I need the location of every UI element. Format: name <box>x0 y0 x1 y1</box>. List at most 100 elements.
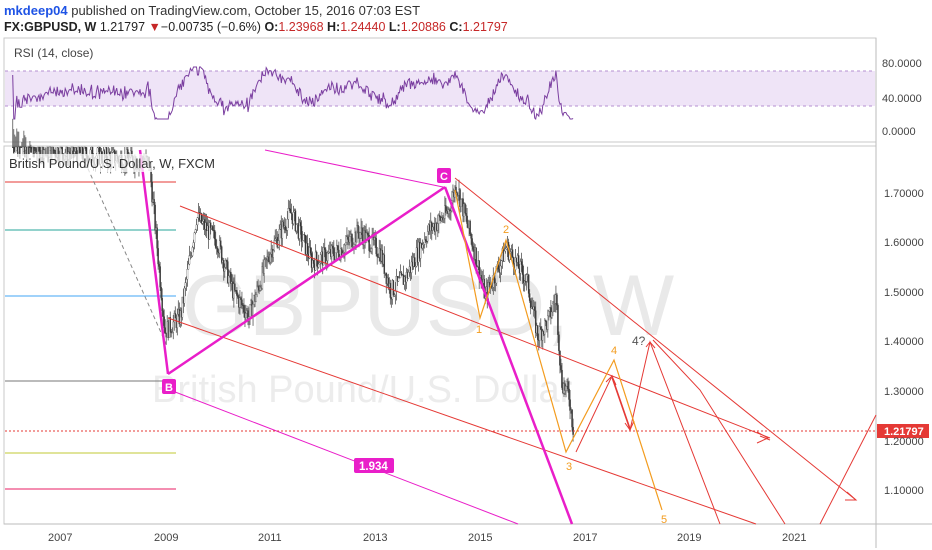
candle-body <box>332 245 334 249</box>
candle-body <box>375 238 377 255</box>
candle-body <box>450 210 452 212</box>
candle-body <box>414 266 417 268</box>
candle-body <box>421 244 424 249</box>
candle-body <box>559 350 561 366</box>
candle-body <box>537 325 539 340</box>
candle-body <box>540 326 542 330</box>
symbol-label: FX:GBPUSD, W <box>4 20 97 34</box>
projection-red-3 <box>819 414 877 525</box>
candle-body <box>545 320 547 322</box>
candle-body <box>233 283 235 299</box>
candle-body <box>225 260 227 268</box>
candle-body <box>359 232 361 239</box>
projection-red-0 <box>575 374 631 453</box>
candle-body <box>374 237 376 239</box>
fib-badge <box>354 458 394 473</box>
candle-body <box>185 279 188 283</box>
rsi-tick: 0.0000 <box>882 126 916 138</box>
candle-body <box>533 306 536 311</box>
candle-body <box>365 232 367 243</box>
candle-body <box>552 303 554 313</box>
candle-body <box>192 242 195 248</box>
candle-body <box>346 236 348 243</box>
candle-body <box>256 285 258 295</box>
candle-body <box>430 222 433 231</box>
candle-body <box>400 272 403 275</box>
candle-body <box>460 199 462 208</box>
projection-red-1 <box>611 340 721 525</box>
candle-body <box>252 304 254 317</box>
magenta-rally-line <box>167 185 446 376</box>
wave-label-4: 4 <box>611 345 617 357</box>
candle-body <box>373 237 375 241</box>
author-link[interactable]: mkdeep04 <box>4 3 68 18</box>
published-text: published on TradingView.com, October 15… <box>71 3 421 18</box>
candle-body <box>191 247 194 256</box>
candle-body <box>158 263 160 267</box>
candle-body <box>557 305 559 335</box>
price-tick: 1.60000 <box>884 237 924 249</box>
candle-body <box>345 242 347 246</box>
candle-body <box>471 238 473 247</box>
time-tick: 2021 <box>782 532 806 544</box>
rsi-band <box>5 71 875 106</box>
candle-body <box>331 245 333 257</box>
candle-body <box>370 248 372 252</box>
rsi-tick: 80.0000 <box>882 58 922 70</box>
candle-body <box>200 213 203 224</box>
candle-body <box>230 272 232 284</box>
price-tick: 1.20000 <box>884 436 924 448</box>
candle-body <box>338 249 340 258</box>
candle-body <box>214 238 217 248</box>
candle-body <box>195 224 198 230</box>
candle-body <box>525 274 528 282</box>
candle-body <box>544 320 546 335</box>
projection-red-arrow <box>645 341 656 349</box>
candle-body <box>170 331 173 333</box>
candle-body <box>349 236 351 243</box>
candle-body <box>431 226 434 231</box>
low-value: 1.20886 <box>400 20 446 34</box>
candle-body <box>511 249 514 258</box>
candle-body <box>387 277 390 288</box>
wave-label-4q: 4? <box>632 334 646 348</box>
candle-body <box>30 146 32 153</box>
candle-body <box>357 225 359 234</box>
candle-body <box>294 210 297 232</box>
candle-body <box>187 263 190 270</box>
watermark-name: British Pound/U.S. Dollar <box>152 369 573 411</box>
candle-body <box>243 305 245 313</box>
projection-red-arrow2 <box>605 375 617 386</box>
candle-body <box>328 251 330 254</box>
candle-body <box>333 248 335 257</box>
last-price: 1.21797 <box>99 20 146 34</box>
candle-body <box>337 245 339 251</box>
ohlc-line: FX:GBPUSD, W 1.21797 ▼−0.00735 (−0.6%) O… <box>4 20 508 34</box>
candle-body <box>239 297 241 308</box>
candle-body <box>236 290 238 296</box>
candle-body <box>568 388 570 400</box>
candle-body <box>156 227 158 249</box>
candle-body <box>157 248 159 265</box>
candle-body <box>571 409 573 428</box>
high-label: H: <box>327 20 341 34</box>
candle-body <box>445 205 447 213</box>
candle-body <box>295 224 298 232</box>
candle-body <box>569 399 571 411</box>
candle-body <box>298 222 301 239</box>
candle-body <box>448 209 450 214</box>
candle-body <box>397 277 400 282</box>
price-panel-title: British Pound/U.S. Dollar, W, FXCM <box>9 156 215 171</box>
candle-body <box>312 260 315 264</box>
candle-body <box>75 147 78 155</box>
candle-body <box>424 239 427 242</box>
candle-body <box>317 263 320 268</box>
arrow-head-mid <box>759 435 771 441</box>
candle-body <box>323 247 326 250</box>
candle-body <box>224 267 226 272</box>
candle-body <box>514 257 517 270</box>
candle-body <box>425 240 428 243</box>
candle-body <box>322 247 325 266</box>
label-C: C <box>440 171 448 183</box>
